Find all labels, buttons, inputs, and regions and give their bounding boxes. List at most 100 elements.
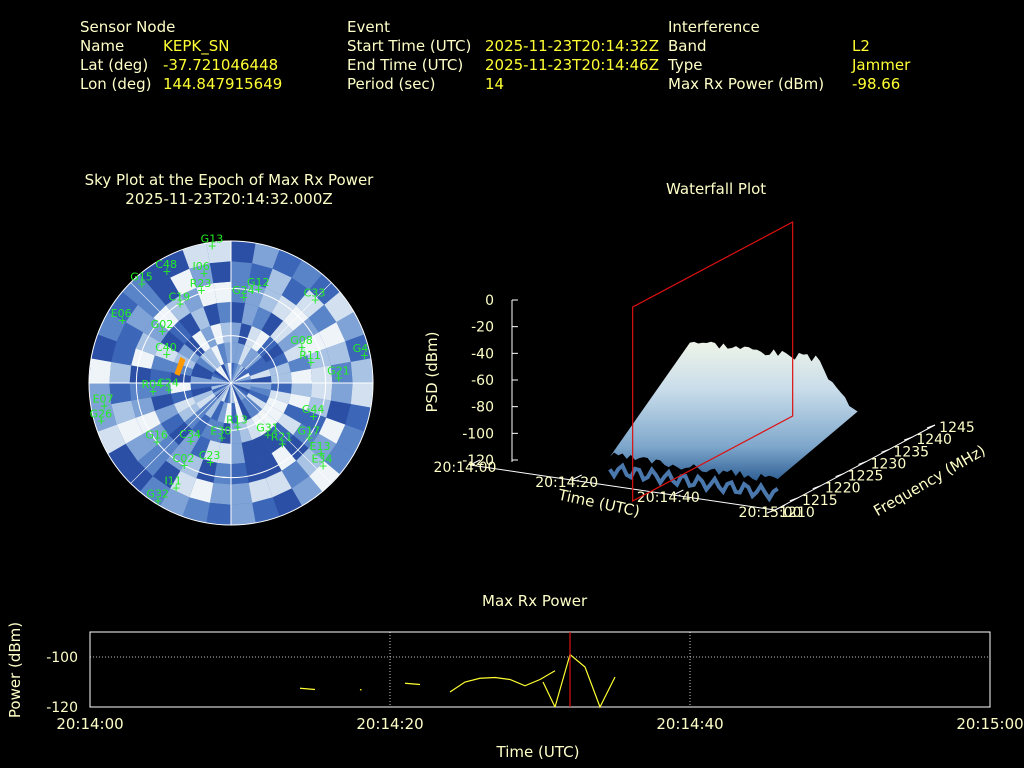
satellite-C48: +C48 <box>155 258 177 278</box>
max-rx-label: Max Rx Power (dBm) <box>668 75 825 93</box>
band-value: L2 <box>852 37 870 55</box>
period-label: Period (sec) <box>347 75 436 93</box>
satellite-C24: +C24 <box>157 377 179 397</box>
waterfall-surface-body <box>609 341 858 481</box>
svg-text:R11: R11 <box>299 349 321 362</box>
time-tick-label: 20:15:00 <box>739 505 802 521</box>
svg-text:C23: C23 <box>199 449 221 462</box>
svg-text:E06: E06 <box>111 307 132 320</box>
waterfall-floor <box>608 462 779 503</box>
satellite-E34: +E34 <box>311 452 332 472</box>
svg-text:C34: C34 <box>179 428 201 441</box>
svg-text:R13: R13 <box>226 414 248 427</box>
psd-tick-label: -120 <box>462 453 494 469</box>
svg-text:C24: C24 <box>157 377 179 390</box>
type-value: Jammer <box>852 56 911 74</box>
svg-text:G26: G26 <box>90 407 113 420</box>
satellite-E30: +E30 <box>210 424 231 444</box>
svg-text:+: + <box>360 349 369 362</box>
psd-tick-label: -60 <box>471 373 494 389</box>
satellite-C34: +C34 <box>179 428 201 448</box>
power-series-segment <box>542 681 556 708</box>
svg-text:+: + <box>317 447 326 460</box>
power-series-segment <box>359 688 362 691</box>
max-rx-chart-title: Max Rx Power <box>482 592 588 610</box>
sky-plot-grid <box>88 240 374 526</box>
satellite-E06: +E06 <box>111 307 132 327</box>
type-label: Type <box>668 56 703 74</box>
svg-text:I06: I06 <box>193 260 210 273</box>
svg-text:G16: G16 <box>145 428 168 441</box>
freq-tick-label: 1215 <box>802 493 838 509</box>
freq-tick-label: 1245 <box>939 420 975 436</box>
end-time-label: End Time (UTC) <box>347 56 464 74</box>
svg-text:+: + <box>186 435 195 448</box>
svg-text:G08: G08 <box>290 334 313 347</box>
satellite-E13: +E13 <box>310 440 331 460</box>
sensor-node-heading: Sensor Node <box>80 18 176 36</box>
time-tick-label: 20:14:40 <box>656 715 723 733</box>
svg-text:G44: G44 <box>302 403 325 416</box>
svg-text:+: + <box>208 240 217 253</box>
waterfall-axes <box>469 299 936 514</box>
satellite-I11: +I11 <box>164 474 181 494</box>
satellite-G13: +G13 <box>201 233 224 253</box>
svg-text:+: + <box>309 410 318 423</box>
svg-text:+: + <box>118 314 127 327</box>
svg-text:E13: E13 <box>310 440 331 453</box>
svg-text:+: + <box>149 385 158 398</box>
svg-text:R21: R21 <box>271 430 293 443</box>
event-heading: Event <box>347 18 390 36</box>
svg-text:C19: C19 <box>168 291 190 304</box>
max-rx-value: -98.66 <box>852 75 901 93</box>
svg-text:G17: G17 <box>298 424 321 437</box>
svg-text:+: + <box>200 267 209 280</box>
svg-text:+: + <box>162 265 171 278</box>
svg-text:I11: I11 <box>164 474 181 487</box>
svg-text:+: + <box>162 348 171 361</box>
satellite-C40: +C40 <box>155 341 177 361</box>
power-series-segment <box>404 682 421 686</box>
period-value: 14 <box>485 75 505 93</box>
satellite-G21: +G21 <box>327 364 350 384</box>
svg-text:+: + <box>334 371 343 384</box>
satellite-I06: +I06 <box>193 260 210 280</box>
freq-tick-label: 1220 <box>825 481 861 497</box>
power-tick-label: -100 <box>46 650 78 666</box>
svg-text:+: + <box>311 293 320 306</box>
svg-text:+: + <box>254 283 263 296</box>
satellite-G24: +G24 <box>232 284 255 304</box>
psd-tick-label: -100 <box>462 426 494 442</box>
svg-text:C48: C48 <box>155 258 177 271</box>
band-label: Band <box>668 37 707 55</box>
power-series-segment <box>554 653 616 709</box>
psd-tick-label: -20 <box>471 320 494 336</box>
satellite-C23: +C23 <box>199 449 221 469</box>
satellite-R04: +R04 <box>142 378 164 398</box>
svg-text:R23: R23 <box>190 277 212 290</box>
svg-text:C33: C33 <box>304 286 326 299</box>
sky-plot-subtitle: 2025-11-23T20:14:32.000Z <box>125 190 333 208</box>
freq-tick-label: 1235 <box>893 444 929 460</box>
satellite-G16: +G16 <box>145 428 168 448</box>
svg-text:G24: G24 <box>232 284 255 297</box>
interference-heading: Interference <box>668 18 760 36</box>
satellite-E07: +E07 <box>93 392 114 412</box>
svg-text:+: + <box>158 325 167 338</box>
psd-tick-label: 0 <box>485 293 494 309</box>
svg-text:+: + <box>297 341 306 354</box>
satellite-G31: +G31 <box>256 422 279 442</box>
power-series-segment <box>449 670 556 693</box>
waterfall-surface <box>608 341 858 503</box>
lon-label: Lon (deg) <box>80 75 152 93</box>
start-time-label: Start Time (UTC) <box>347 37 472 55</box>
time-tick-label: 20:14:20 <box>535 475 598 491</box>
satellite-G02: +G02 <box>151 318 174 338</box>
svg-text:+: + <box>305 431 314 444</box>
svg-text:+: + <box>164 384 173 397</box>
time-tick-label: 20:15:00 <box>956 715 1023 733</box>
svg-text:+: + <box>239 291 248 304</box>
sky-plot-satellites: +G13+C48+G15+C19+G02+C40+R23+I06+G24 +G12… <box>90 233 369 508</box>
freq-tick-label: 1210 <box>779 505 815 521</box>
